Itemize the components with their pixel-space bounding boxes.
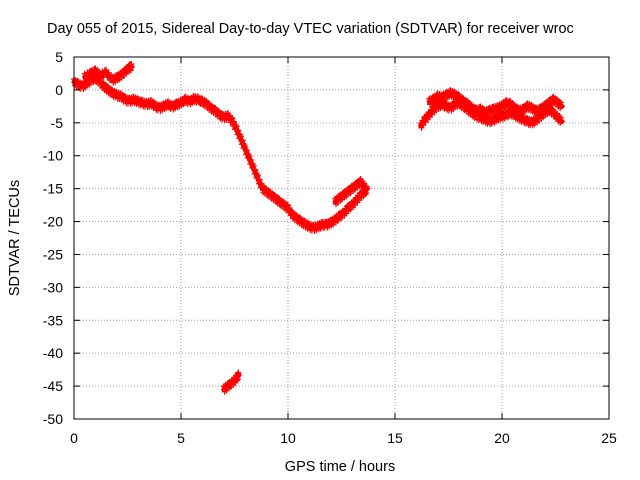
data-point xyxy=(287,212,294,219)
x-tick-label: 25 xyxy=(601,430,617,446)
data-point xyxy=(94,73,101,80)
chart-title: Day 055 of 2015, Sidereal Day-to-day VTE… xyxy=(47,21,574,37)
data-point xyxy=(252,166,259,173)
data-point xyxy=(425,109,432,116)
x-tick-label: 10 xyxy=(280,430,296,446)
data-point xyxy=(234,370,241,377)
data-point xyxy=(255,172,262,179)
data-point xyxy=(127,67,134,74)
y-tick-label: 5 xyxy=(55,49,63,65)
data-point xyxy=(239,137,246,144)
data-point xyxy=(231,118,238,125)
y-tick-label: -5 xyxy=(51,115,64,131)
y-tick-label: -50 xyxy=(43,411,63,427)
data-point xyxy=(558,99,565,106)
data-point xyxy=(558,118,565,125)
data-point xyxy=(235,127,242,134)
data-point xyxy=(246,153,253,160)
x-tick-label: 15 xyxy=(387,430,403,446)
data-point xyxy=(234,377,241,384)
data-point xyxy=(237,133,244,140)
x-tick-label: 20 xyxy=(494,430,510,446)
data-point xyxy=(235,371,242,378)
y-axis-label: SDTVAR / TECUs xyxy=(7,180,23,296)
data-point xyxy=(128,63,135,70)
y-tick-label: -40 xyxy=(43,345,63,361)
data-point xyxy=(284,201,291,208)
data-point xyxy=(229,115,236,122)
axis-tick-labels: 0 5 10 15 20 25 5 0 -5 -10 -15 -20 -25 -30 -35 -40 -45 -5… xyxy=(43,49,617,446)
series-sdtvar xyxy=(71,61,565,395)
data-point xyxy=(421,114,428,121)
x-tick-label: 5 xyxy=(177,430,185,446)
data-point xyxy=(558,103,565,110)
data-point xyxy=(234,376,241,383)
axis-ticks xyxy=(73,56,610,420)
data-point xyxy=(243,147,250,154)
data-point xyxy=(227,119,234,126)
data-point xyxy=(256,176,263,183)
data-point xyxy=(558,114,565,121)
data-point xyxy=(248,156,255,163)
plot-border xyxy=(73,56,610,420)
y-tick-label: -25 xyxy=(43,246,63,262)
y-tick-label: -20 xyxy=(43,214,63,230)
data-point xyxy=(362,184,369,191)
data-point xyxy=(228,114,235,121)
data-point xyxy=(250,162,257,169)
data-points xyxy=(71,61,565,395)
data-point xyxy=(361,180,368,187)
data-point xyxy=(85,74,92,81)
y-tick-label: -30 xyxy=(43,279,63,295)
data-point xyxy=(363,189,370,196)
data-point xyxy=(242,143,249,150)
y-tick-label: -35 xyxy=(43,312,63,328)
data-point xyxy=(233,123,240,130)
x-tick-label: 0 xyxy=(70,430,78,446)
data-point xyxy=(362,191,369,198)
y-tick-label: -15 xyxy=(43,181,63,197)
x-axis-label: GPS time / hours xyxy=(285,459,395,475)
data-point xyxy=(420,122,427,129)
y-tick-label: -10 xyxy=(43,148,63,164)
y-tick-label: -45 xyxy=(43,378,63,394)
data-point xyxy=(352,195,359,202)
y-tick-label: 0 xyxy=(55,82,63,98)
data-point xyxy=(106,77,113,84)
